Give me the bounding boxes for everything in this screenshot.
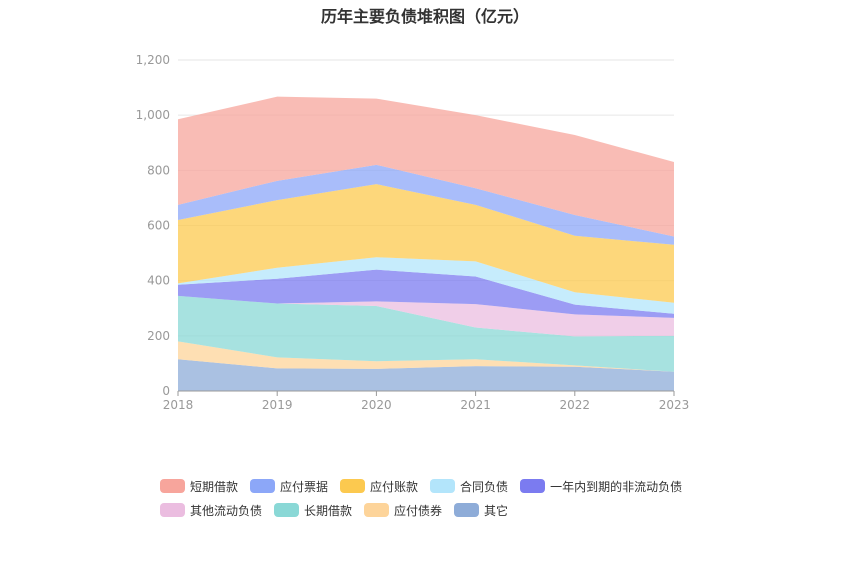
area-series bbox=[178, 164, 674, 245]
legend-swatch bbox=[160, 479, 185, 493]
area-series bbox=[178, 257, 674, 314]
legend-label: 合同负债 bbox=[460, 479, 509, 494]
x-tick-label: 2020 bbox=[361, 398, 392, 412]
area-series bbox=[178, 295, 674, 337]
legend-label: 其他流动负债 bbox=[190, 503, 263, 518]
legend-label: 其它 bbox=[484, 503, 509, 518]
legend-swatch bbox=[160, 503, 185, 517]
legend-label: 长期借款 bbox=[304, 503, 353, 518]
legend-label: 应付票据 bbox=[280, 479, 329, 494]
x-tick-label: 2018 bbox=[163, 398, 194, 412]
x-tick-label: 2022 bbox=[560, 398, 591, 412]
area-series bbox=[178, 96, 674, 237]
legend-label: 短期借款 bbox=[190, 479, 239, 494]
legend-swatch bbox=[274, 503, 300, 517]
legend-item[interactable]: 一年内到期的非流动负债 bbox=[520, 478, 682, 495]
area-series bbox=[178, 184, 674, 303]
legend-item[interactable]: 其他流动负债 bbox=[160, 502, 262, 519]
legend-swatch bbox=[454, 503, 480, 517]
area-series bbox=[178, 341, 674, 372]
legend-row: 短期借款 应付票据 应付账款 合同负债 一年内到期的非流动负债 bbox=[160, 474, 720, 498]
legend-swatch bbox=[340, 479, 366, 493]
legend-item[interactable]: 应付债券 bbox=[364, 502, 442, 519]
legend-item[interactable]: 合同负债 bbox=[430, 478, 508, 495]
legend-item[interactable]: 应付票据 bbox=[250, 478, 328, 495]
legend-row: 其他流动负债 长期借款 应付债券 其它 bbox=[160, 498, 720, 522]
y-tick-label: 400 bbox=[147, 274, 170, 288]
chart-legend: 短期借款 应付票据 应付账款 合同负债 一年内到期的非流动负债其他流动负债 长期借款 应付债… bbox=[160, 474, 720, 522]
x-tick-label: 2023 bbox=[659, 398, 690, 412]
legend-item[interactable]: 应付账款 bbox=[340, 478, 418, 495]
y-tick-label: 1,200 bbox=[136, 53, 170, 67]
y-tick-label: 0 bbox=[162, 384, 170, 398]
legend-swatch bbox=[250, 479, 276, 493]
legend-item[interactable]: 其它 bbox=[454, 502, 508, 519]
x-tick-label: 2021 bbox=[460, 398, 491, 412]
area-series bbox=[178, 359, 674, 391]
area-series bbox=[178, 269, 674, 318]
legend-item[interactable]: 短期借款 bbox=[160, 478, 238, 495]
legend-swatch bbox=[364, 503, 390, 517]
y-tick-label: 1,000 bbox=[136, 108, 170, 122]
area-series bbox=[178, 295, 674, 372]
legend-item[interactable]: 长期借款 bbox=[274, 502, 352, 519]
legend-swatch bbox=[520, 479, 546, 493]
x-tick-label: 2019 bbox=[262, 398, 293, 412]
legend-label: 应付债券 bbox=[394, 503, 443, 518]
chart-title: 历年主要负债堆积图（亿元） bbox=[320, 7, 529, 26]
legend-label: 一年内到期的非流动负债 bbox=[550, 479, 683, 494]
y-tick-label: 600 bbox=[147, 219, 170, 233]
legend-swatch bbox=[430, 479, 456, 493]
stacked-area-chart: 0 200 400 600 800 1,000 1,200 2018 2019 2020 2021 2… bbox=[136, 53, 690, 412]
y-tick-label: 200 bbox=[147, 329, 170, 343]
y-tick-label: 800 bbox=[147, 163, 170, 177]
legend-label: 应付账款 bbox=[370, 479, 419, 494]
